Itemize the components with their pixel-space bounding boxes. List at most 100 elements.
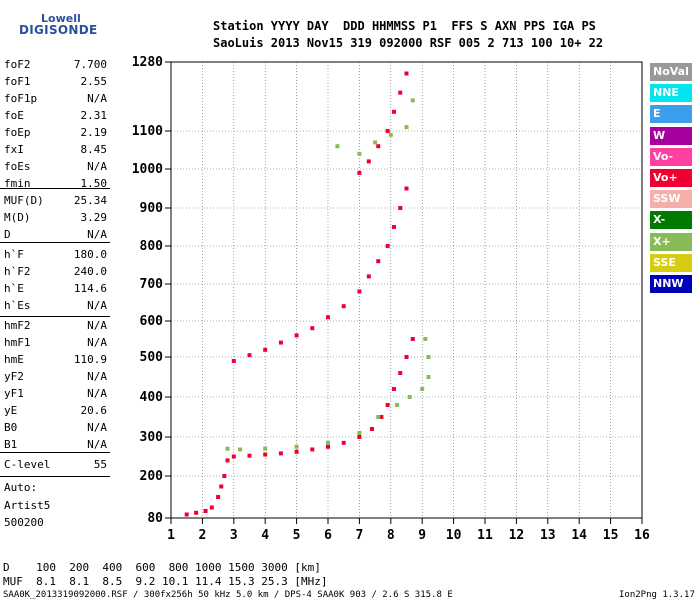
- param-row: yF2 N/A: [4, 370, 107, 384]
- param-name: hmF1: [4, 336, 31, 349]
- parameter-panel: foF2 7.700 foF1 2.55 foF1p N/A foE 2.31 foEp 2.19…: [0, 0, 115, 540]
- param-name: C-level: [4, 458, 51, 471]
- param-name: foF1p: [4, 92, 38, 105]
- legend-item-e: E: [650, 105, 692, 124]
- x-tick-label: 8: [387, 528, 395, 543]
- param-row: foEs N/A: [4, 160, 107, 174]
- param-value: N/A: [87, 160, 107, 173]
- param-row: h`Es N/A: [4, 299, 107, 313]
- x-tick-label: 12: [509, 528, 525, 543]
- param-name: B0: [4, 421, 18, 434]
- trace-point: [366, 274, 371, 279]
- param-name: foF2: [4, 58, 31, 71]
- param-row: foF1p N/A: [4, 92, 107, 106]
- x-tick-label: 4: [261, 528, 269, 543]
- trace-point: [294, 444, 299, 449]
- y-tick-label: 300: [140, 430, 164, 445]
- param-value: 55: [93, 458, 107, 471]
- x-tick-label: 16: [634, 528, 650, 543]
- trace-point: [376, 259, 381, 264]
- param-row: M(D) 3.29: [4, 211, 107, 225]
- x-tick-label: 7: [355, 528, 363, 543]
- auto-auto-name: Artist5: [4, 499, 51, 512]
- y-tick-label: 80: [147, 511, 163, 526]
- x-tick-label: 10: [446, 528, 462, 543]
- logo-line1: Lowell: [41, 12, 81, 25]
- legend-item-nnw: NNW: [650, 275, 692, 293]
- param-name: M(D): [4, 211, 31, 224]
- chart-grid: [171, 62, 642, 518]
- param-name: MUF(D): [4, 194, 44, 207]
- trace-point: [376, 144, 381, 149]
- x-tick-label: 2: [198, 528, 206, 543]
- param-value: N/A: [87, 319, 107, 332]
- param-row: C-level 55: [4, 458, 107, 472]
- trace-point: [385, 244, 390, 248]
- param-value: 2.19: [80, 126, 108, 139]
- trace-point: [225, 446, 230, 451]
- x-tick-label: 14: [571, 528, 587, 543]
- param-row: MUF(D) 25.34: [4, 194, 107, 208]
- param-name: h`E: [4, 282, 24, 295]
- trace-point: [294, 449, 299, 454]
- trace-point: [366, 159, 371, 164]
- y-tick-label: 600: [140, 314, 164, 329]
- trace-point: [410, 98, 415, 103]
- param-name: foEp: [4, 126, 31, 139]
- trace-point: [209, 505, 214, 510]
- param-separator: [0, 242, 110, 243]
- trace-point: [357, 431, 362, 435]
- chart-traces: [184, 71, 431, 517]
- x-tick-label: 1: [167, 528, 175, 543]
- param-name: fmin: [4, 177, 31, 190]
- param-value: 110.9: [73, 353, 107, 366]
- trace-point: [341, 304, 346, 309]
- trace-point: [194, 510, 199, 515]
- trace-point: [231, 359, 236, 363]
- param-value: 3.29: [80, 211, 108, 224]
- trace-point: [310, 326, 315, 331]
- legend-item-x-: X-: [650, 211, 692, 230]
- x-tick-label: 13: [540, 528, 556, 543]
- d-row: D 100 200 400 600 800 1000 1500 3000 [km…: [3, 561, 321, 574]
- y-tick-label: 1000: [132, 162, 163, 177]
- param-name: hmE: [4, 353, 24, 366]
- param-row: foEp 2.19: [4, 126, 107, 140]
- param-row: hmE 110.9: [4, 353, 107, 367]
- param-name: hmF2: [4, 319, 31, 332]
- plot-frame: [170, 61, 643, 519]
- param-value: 2.55: [80, 75, 108, 88]
- y-tick-label: 500: [140, 350, 164, 365]
- trace-point: [407, 395, 412, 399]
- trace-point: [369, 427, 374, 431]
- param-row: B0 N/A: [4, 421, 107, 435]
- param-name: D: [4, 228, 11, 241]
- chart-axes: 1 2 3 4 5 6 7 8 9 10 11 12 13 14 15 1680200300400500600…: [132, 55, 650, 543]
- trace-point: [388, 132, 393, 137]
- header-row-1: Station YYYY DAY DDD HHMMSS P1 FFS S AXN…: [213, 19, 596, 33]
- legend-item-vo-: Vo+: [650, 169, 692, 187]
- trace-point: [263, 446, 268, 451]
- legend-item-noval: NoVal: [650, 63, 692, 81]
- param-name: yE: [4, 404, 18, 417]
- trace-point: [423, 337, 428, 341]
- trace-point: [231, 454, 236, 459]
- param-row: h`E 114.6: [4, 282, 107, 296]
- auto-auto-version: 500200: [4, 516, 44, 529]
- trace-point: [426, 375, 431, 379]
- header-row-2: SaoLuis 2013 Nov15 319 092000 RSF 005 2 …: [213, 36, 604, 50]
- param-value: 180.0: [73, 248, 107, 261]
- trace-point: [326, 315, 330, 320]
- trace-point: [278, 451, 283, 456]
- param-row: hmF1 N/A: [4, 336, 107, 350]
- param-row: yE 20.6: [4, 404, 107, 418]
- trace-point: [404, 125, 409, 130]
- y-tick-label: 1100: [132, 124, 163, 139]
- y-tick-label: 800: [140, 239, 164, 254]
- param-name: h`F: [4, 248, 24, 261]
- trace-point: [357, 151, 362, 156]
- param-value: 7.700: [73, 58, 107, 71]
- trace-point: [247, 353, 252, 358]
- x-tick-label: 3: [230, 528, 238, 543]
